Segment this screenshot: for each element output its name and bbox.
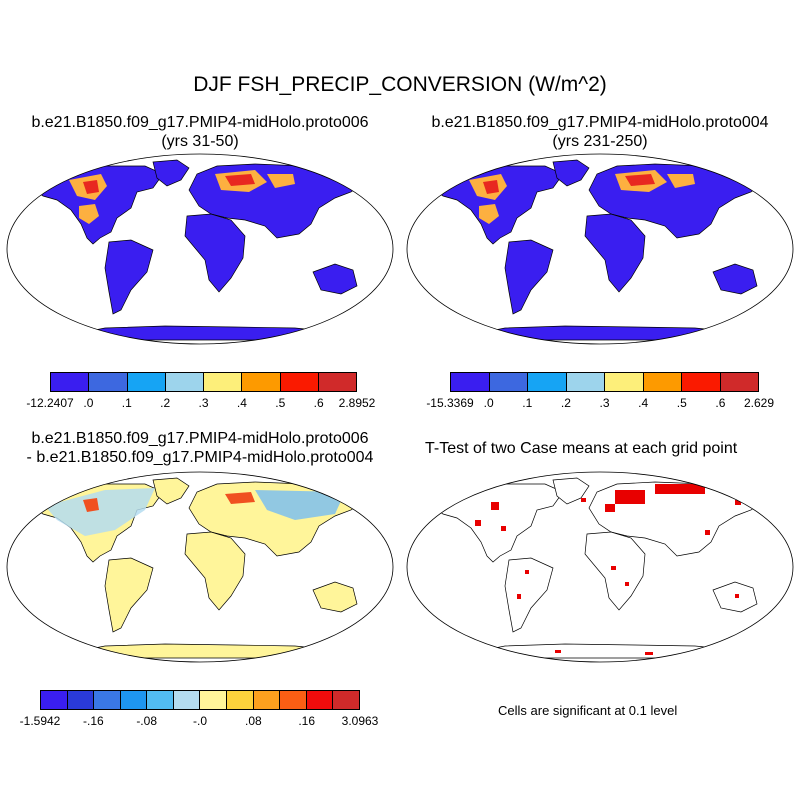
- case1-colorbar-swatch: [204, 373, 243, 391]
- case1-title: b.e21.B1850.f09_g17.PMIP4-midHolo.proto0…: [0, 113, 400, 151]
- diff-colorbar-label: -.0: [192, 714, 208, 728]
- case1-colorbar-swatch: [127, 373, 166, 391]
- diff-colorbar-swatch: [173, 691, 201, 709]
- case1-colorbar-label: .1: [121, 396, 132, 410]
- case1-colorbar-swatch: [318, 373, 356, 391]
- ttest-map: [406, 471, 794, 663]
- diff-colorbar-swatch: [306, 691, 334, 709]
- case2-title: b.e21.B1850.f09_g17.PMIP4-midHolo.proto0…: [400, 113, 800, 151]
- diff-colorbar-label: .08: [244, 714, 262, 728]
- case2-colorbar-swatch: [720, 373, 758, 391]
- negative-region: [255, 490, 345, 520]
- diff-colorbar-label: .16: [298, 714, 315, 728]
- case1-title-line1: b.e21.B1850.f09_g17.PMIP4-midHolo.proto0…: [31, 114, 369, 131]
- case2-colorbar-swatch: [451, 373, 490, 391]
- case2-colorbar-label: .0: [483, 396, 494, 410]
- case2-title-line2: (yrs 231-250): [552, 133, 648, 150]
- case2-colorbar-label: .5: [676, 396, 687, 410]
- case1-colorbar-label: 2.8952: [338, 396, 376, 410]
- diff-map: [6, 471, 394, 663]
- case2-colorbar-swatch: [605, 373, 644, 391]
- significant-cells: [475, 484, 741, 655]
- case2-colorbar-swatch: [643, 373, 682, 391]
- diff-colorbar-swatch: [333, 691, 359, 709]
- case2-colorbar: [450, 372, 759, 392]
- case1-colorbar-swatch: [51, 373, 90, 391]
- case2-colorbar-label: 2.629: [743, 396, 775, 410]
- diff-colorbar: [40, 690, 360, 710]
- diff-colorbar-label: -.16: [82, 714, 104, 728]
- figure-title: DJF FSH_PRECIP_CONVERSION (W/m^2): [193, 73, 607, 96]
- case2-colorbar-label: .6: [715, 396, 726, 410]
- diff-colorbar-swatch: [227, 691, 254, 709]
- case2-colorbar-swatch: [682, 373, 721, 391]
- diff-colorbar-swatch: [94, 691, 121, 709]
- case1-map: [6, 153, 394, 345]
- case1-colorbar-label: .3: [198, 396, 209, 410]
- diff-colorbar-swatch: [253, 691, 281, 709]
- case1-colorbar-swatch: [280, 373, 319, 391]
- diff-title-line1: b.e21.B1850.f09_g17.PMIP4-midHolo.proto0…: [31, 430, 369, 447]
- case1-colorbar-label: .0: [83, 396, 94, 410]
- map-border: [6, 471, 394, 663]
- map-border: [406, 471, 794, 663]
- case1-colorbar-swatch: [89, 373, 128, 391]
- case2-colorbar-label: .2: [560, 396, 571, 410]
- case1-colorbar-label: .6: [313, 396, 324, 410]
- negative-region: [45, 488, 155, 536]
- diff-colorbar-label: -1.5942: [19, 714, 61, 728]
- case2-colorbar-label: .1: [522, 396, 533, 410]
- case2-map: [406, 153, 794, 345]
- case1-colorbar-swatch: [165, 373, 204, 391]
- diff-colorbar-label: -.08: [136, 714, 157, 728]
- case1-colorbar-label: .2: [160, 396, 171, 410]
- case2-colorbar-label: .3: [599, 396, 610, 410]
- diff-colorbar-swatch: [280, 691, 307, 709]
- case2-colorbar-label: -15.3369: [426, 396, 474, 410]
- diff-colorbar-label: 3.0963: [341, 714, 379, 728]
- diff-colorbar-swatch: [67, 691, 95, 709]
- diff-colorbar-swatch: [120, 691, 148, 709]
- case1-colorbar-label: .4: [236, 396, 247, 410]
- case1-colorbar-label: .5: [275, 396, 286, 410]
- diff-colorbar-swatch: [200, 691, 228, 709]
- case1-colorbar-swatch: [242, 373, 281, 391]
- case2-colorbar-swatch: [528, 373, 567, 391]
- map-border: [6, 153, 394, 345]
- case2-colorbar-swatch: [489, 373, 528, 391]
- case2-colorbar-swatch: [566, 373, 605, 391]
- case1-colorbar: [50, 372, 357, 392]
- diff-colorbar-swatch: [41, 691, 68, 709]
- diff-title: b.e21.B1850.f09_g17.PMIP4-midHolo.proto0…: [0, 429, 400, 467]
- ttest-title: T-Test of two Case means at each grid po…: [425, 440, 738, 457]
- case2-colorbar-label: .4: [638, 396, 649, 410]
- case2-title-line1: b.e21.B1850.f09_g17.PMIP4-midHolo.proto0…: [431, 114, 769, 131]
- case1-title-line2: (yrs 31-50): [161, 133, 239, 150]
- case1-colorbar-label: -12.2407: [26, 396, 74, 410]
- ttest-note: Cells are significant at 0.1 level: [498, 703, 678, 718]
- map-border: [406, 153, 794, 345]
- diff-title-line2: - b.e21.B1850.f09_g17.PMIP4-midHolo.prot…: [26, 449, 374, 466]
- diff-colorbar-swatch: [147, 691, 174, 709]
